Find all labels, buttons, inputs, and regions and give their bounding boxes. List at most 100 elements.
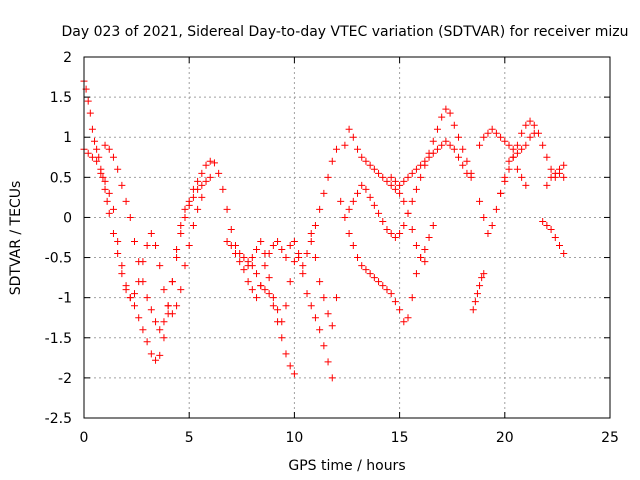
data-point	[497, 133, 505, 141]
data-point	[84, 149, 92, 157]
data-point	[189, 193, 197, 201]
data-point	[518, 173, 526, 181]
data-point	[253, 270, 261, 278]
series-sat-k	[476, 125, 538, 157]
data-point	[101, 177, 109, 185]
data-point	[122, 197, 130, 205]
data-point	[114, 165, 122, 173]
data-point	[480, 213, 488, 221]
data-point	[206, 173, 214, 181]
data-point	[202, 177, 210, 185]
data-point	[147, 229, 155, 237]
series-sat-l	[476, 153, 530, 237]
data-point	[400, 318, 408, 326]
data-point	[543, 221, 551, 229]
data-point	[282, 350, 290, 358]
data-point	[299, 270, 307, 278]
data-point	[425, 153, 433, 161]
data-point	[130, 238, 138, 246]
y-tick-label: -2	[58, 371, 72, 387]
data-point	[173, 254, 181, 262]
data-point	[463, 169, 471, 177]
data-point	[379, 173, 387, 181]
data-point	[303, 290, 311, 298]
data-point	[547, 173, 555, 181]
data-point	[156, 262, 164, 270]
series-sat-b	[80, 145, 206, 318]
data-point	[126, 213, 134, 221]
data-point	[303, 250, 311, 258]
data-point	[88, 153, 96, 161]
data-point	[396, 181, 404, 189]
data-point	[429, 149, 437, 157]
data-point	[156, 351, 164, 359]
data-point	[143, 242, 151, 250]
data-point	[345, 205, 353, 213]
data-point	[189, 221, 197, 229]
data-point	[160, 318, 168, 326]
data-point	[501, 177, 509, 185]
series-sat-e	[244, 145, 340, 326]
data-point	[387, 181, 395, 189]
data-point	[320, 294, 328, 302]
data-point	[240, 266, 248, 274]
data-point	[404, 209, 412, 217]
data-point	[307, 238, 315, 246]
data-point	[99, 173, 107, 181]
data-point	[349, 242, 357, 250]
data-point	[173, 246, 181, 254]
data-point	[101, 185, 109, 193]
data-point	[560, 161, 568, 169]
data-point	[396, 229, 404, 237]
y-tick-label: -0.5	[45, 251, 72, 267]
data-point	[417, 254, 425, 262]
data-point	[152, 318, 160, 326]
data-point	[404, 314, 412, 322]
x-tick-label: 5	[185, 430, 194, 446]
data-point	[421, 246, 429, 254]
data-point	[135, 314, 143, 322]
data-point	[328, 374, 336, 382]
data-point	[269, 294, 277, 302]
data-point	[492, 129, 500, 137]
data-point	[105, 189, 113, 197]
data-point	[257, 238, 265, 246]
series-sat-d	[223, 238, 336, 382]
data-point	[311, 314, 319, 322]
data-point	[375, 169, 383, 177]
data-point	[286, 242, 294, 250]
data-point	[215, 169, 223, 177]
data-point	[383, 225, 391, 233]
y-tick-label: 1	[63, 130, 72, 146]
data-point	[139, 326, 147, 334]
data-point	[433, 145, 441, 153]
data-point	[505, 141, 513, 149]
data-point	[442, 137, 450, 145]
data-point	[379, 282, 387, 290]
data-point	[227, 242, 235, 250]
data-point	[530, 121, 538, 129]
data-point	[278, 318, 286, 326]
data-point	[240, 254, 248, 262]
data-point	[408, 169, 416, 177]
data-point	[522, 121, 530, 129]
data-point	[501, 137, 509, 145]
data-point	[391, 185, 399, 193]
data-point	[366, 270, 374, 278]
data-point	[290, 258, 298, 266]
data-point	[366, 161, 374, 169]
data-point	[358, 262, 366, 270]
data-point	[93, 157, 101, 165]
data-point	[105, 209, 113, 217]
data-point	[396, 189, 404, 197]
data-point	[86, 109, 94, 117]
data-point	[417, 161, 425, 169]
data-point	[469, 306, 477, 314]
data-point	[269, 242, 277, 250]
data-point	[118, 270, 126, 278]
data-point	[261, 286, 269, 294]
data-point	[370, 201, 378, 209]
data-point	[450, 121, 458, 129]
data-point	[286, 362, 294, 370]
